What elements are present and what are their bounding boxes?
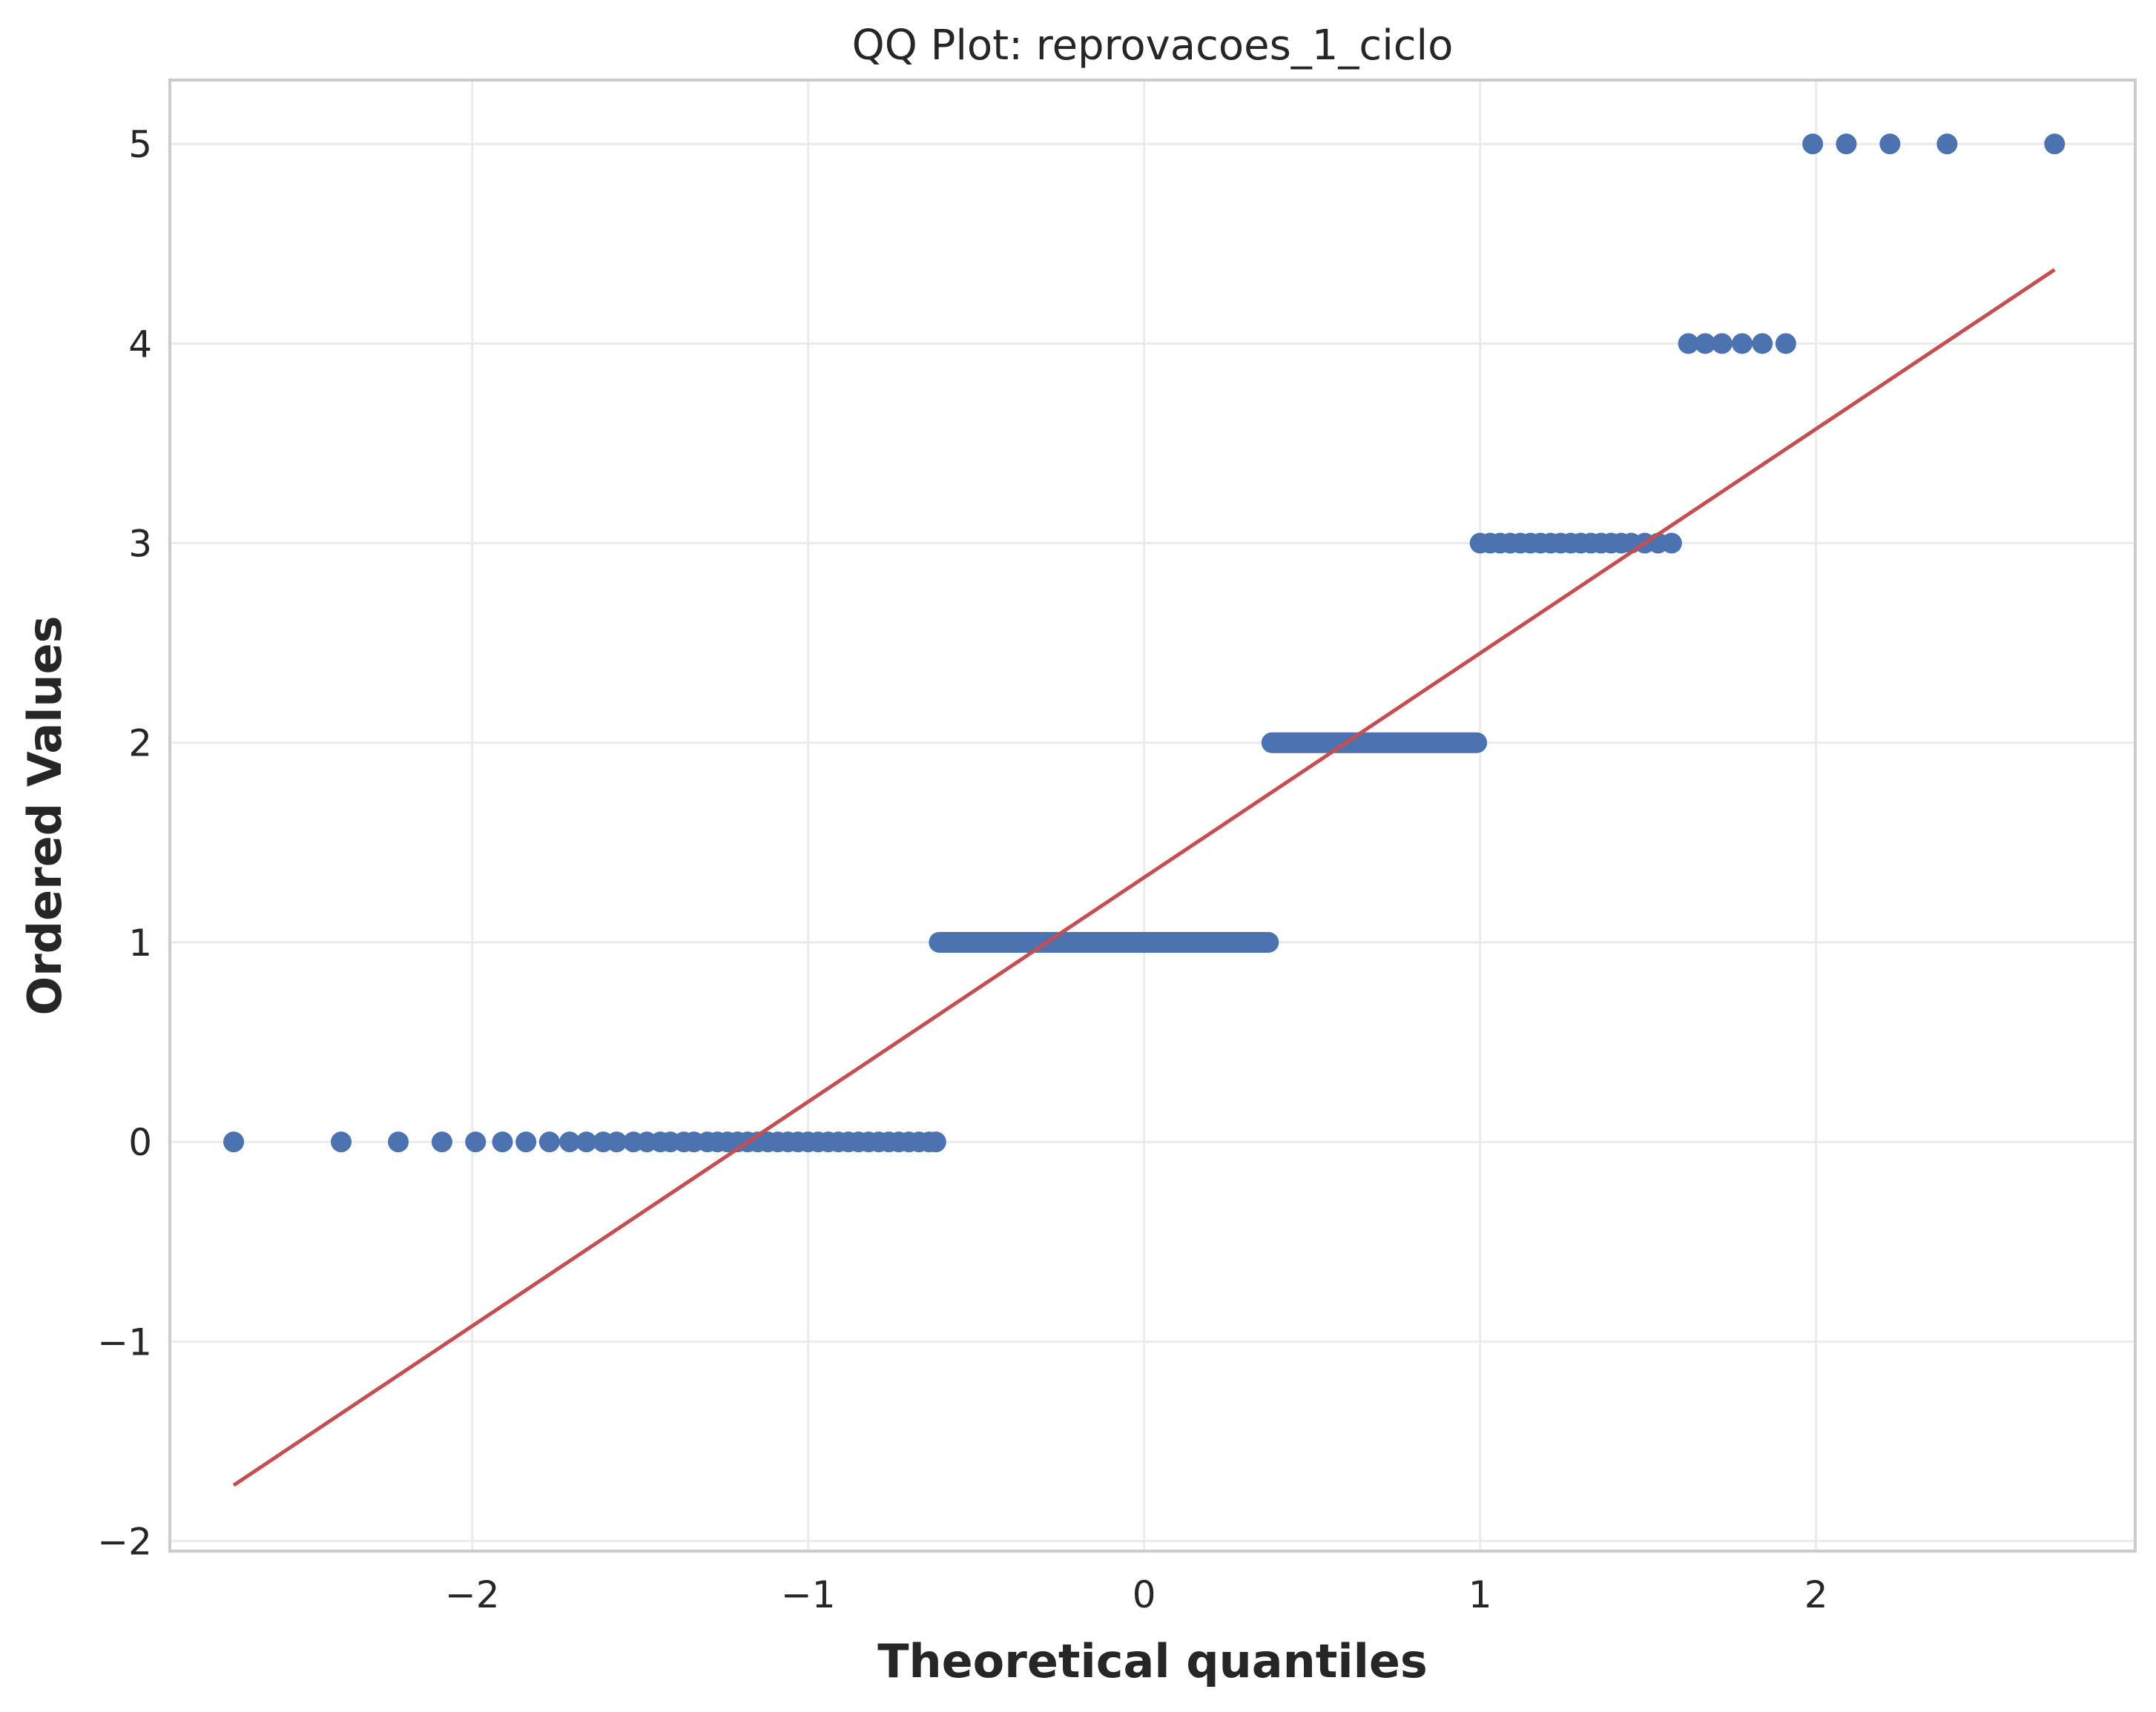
data-point bbox=[331, 1131, 352, 1153]
y-tick-label: 4 bbox=[128, 323, 152, 366]
data-point bbox=[1711, 333, 1733, 354]
data-point bbox=[1752, 333, 1773, 354]
data-point bbox=[1802, 133, 1824, 155]
plot-frame bbox=[168, 79, 2137, 1553]
data-point bbox=[559, 1131, 581, 1153]
y-axis-label: Ordered Values bbox=[18, 615, 72, 1015]
data-point bbox=[1695, 333, 1716, 354]
data-point bbox=[1936, 133, 1958, 155]
plot-area-background bbox=[170, 80, 2135, 1551]
data-point bbox=[492, 1131, 513, 1153]
data-point bbox=[1775, 333, 1796, 354]
data-point bbox=[465, 1131, 487, 1153]
data-point bbox=[431, 1131, 452, 1153]
data-point bbox=[538, 1131, 560, 1153]
data-point bbox=[388, 1131, 409, 1153]
data-point bbox=[576, 1131, 597, 1153]
data-point bbox=[1661, 532, 1682, 554]
y-tick-label: 1 bbox=[128, 922, 152, 965]
y-tick-label: 0 bbox=[128, 1121, 152, 1164]
y-tick-labels: −2 −1 0 1 2 3 4 5 bbox=[97, 123, 152, 1563]
x-axis-label: Theoretical quantiles bbox=[877, 1634, 1428, 1688]
data-points bbox=[223, 133, 2066, 1153]
data-point bbox=[515, 1131, 537, 1153]
data-point bbox=[1879, 133, 1901, 155]
x-tick-label: −2 bbox=[445, 1573, 500, 1616]
y-tick-label: −2 bbox=[97, 1521, 152, 1564]
data-point bbox=[223, 1131, 245, 1153]
grid-lines bbox=[170, 80, 2135, 1551]
fit-line-group bbox=[232, 268, 2056, 1487]
data-point bbox=[1678, 333, 1699, 354]
data-point bbox=[1836, 133, 1857, 155]
data-point bbox=[606, 1131, 627, 1153]
data-point bbox=[2044, 133, 2066, 155]
x-tick-label: 1 bbox=[1468, 1573, 1492, 1616]
x-tick-labels: −2 −1 0 1 2 bbox=[445, 1573, 1828, 1616]
fit-line bbox=[232, 268, 2056, 1487]
data-point bbox=[925, 1131, 946, 1153]
x-tick-label: 0 bbox=[1133, 1573, 1156, 1616]
y-tick-label: 5 bbox=[128, 123, 152, 166]
data-point bbox=[1732, 333, 1753, 354]
chart-title: QQ Plot: reprovacoes_1_ciclo bbox=[852, 22, 1454, 70]
x-tick-label: −1 bbox=[781, 1573, 836, 1616]
y-tick-label: 3 bbox=[128, 523, 152, 566]
x-tick-label: 2 bbox=[1804, 1573, 1828, 1616]
y-tick-label: 2 bbox=[128, 722, 152, 765]
y-tick-label: −1 bbox=[97, 1321, 152, 1364]
